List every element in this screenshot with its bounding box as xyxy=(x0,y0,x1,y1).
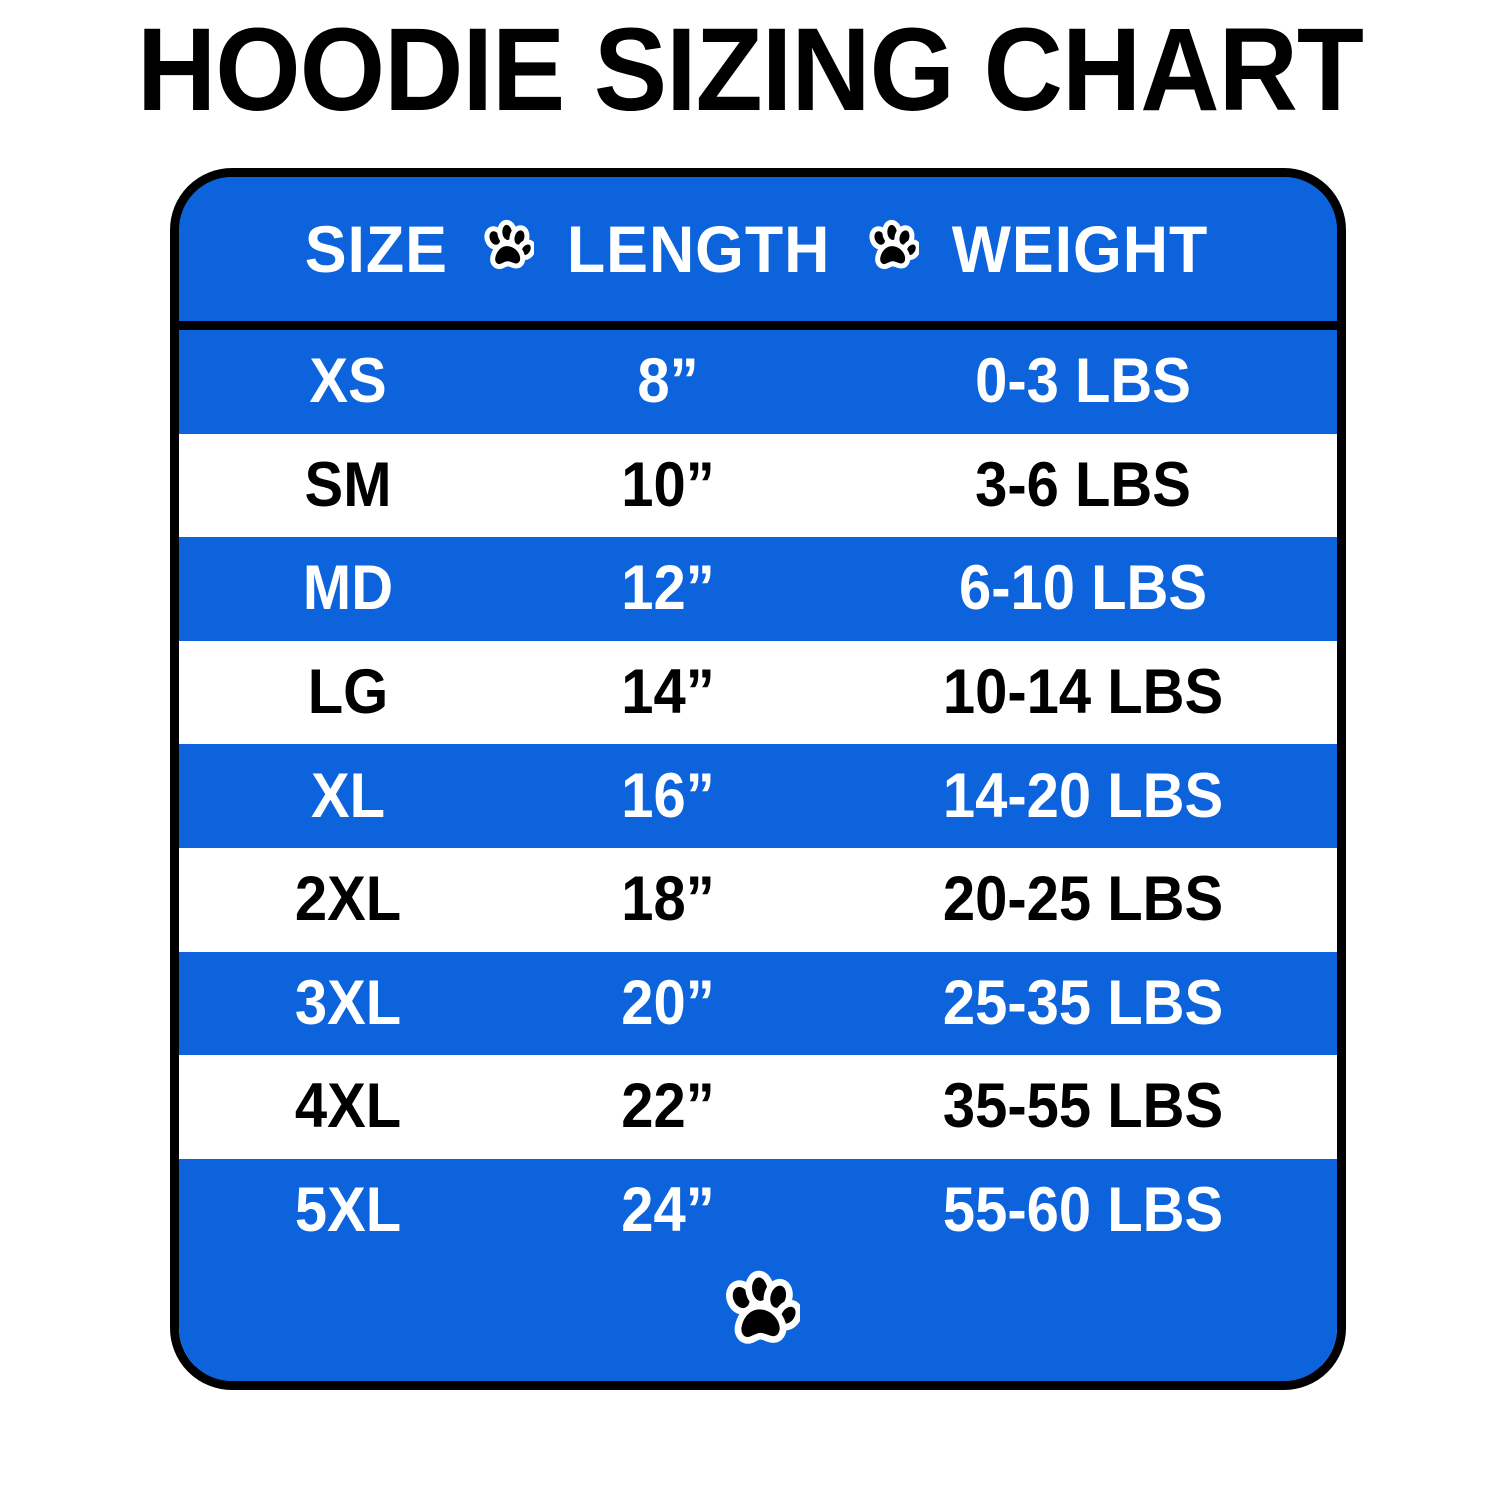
header-divider xyxy=(179,321,1337,330)
table-row: SM 10” 3-6 LBS xyxy=(179,433,1337,538)
cell-weight: 3-6 LBS xyxy=(975,449,1191,520)
cell-size: XS xyxy=(309,346,387,417)
table-row: XL 16” 14-20 LBS xyxy=(179,744,1337,848)
column-header-weight: WEIGHT xyxy=(951,212,1209,286)
table-row: 5XL 24” 55-60 LBS xyxy=(179,1158,1337,1263)
table-row: 3XL 20” 25-35 LBS xyxy=(179,951,1337,1056)
table-row: 2XL 18” 20-25 LBS xyxy=(179,848,1337,952)
cell-length: 16” xyxy=(621,760,715,831)
cell-size: 4XL xyxy=(294,1071,402,1142)
cell-length: 14” xyxy=(621,657,715,728)
cell-size: MD xyxy=(302,553,394,624)
table-row: LG 14” 10-14 LBS xyxy=(179,640,1337,745)
cell-weight: 10-14 LBS xyxy=(942,657,1224,728)
cell-size: 2XL xyxy=(294,864,402,935)
cell-length: 8” xyxy=(637,346,699,417)
cell-weight: 20-25 LBS xyxy=(942,864,1224,935)
cell-length: 18” xyxy=(621,864,715,935)
paw-print-icon xyxy=(478,219,536,280)
cell-size: LG xyxy=(307,657,389,728)
cell-length: 12” xyxy=(621,553,715,624)
cell-length: 10” xyxy=(621,449,715,520)
cell-size: XL xyxy=(310,760,386,831)
cell-size: 5XL xyxy=(294,1175,402,1246)
cell-length: 20” xyxy=(621,967,715,1038)
table-row: 4XL 22” 35-55 LBS xyxy=(179,1055,1337,1159)
column-header-size: SIZE xyxy=(304,212,448,286)
cell-weight: 0-3 LBS xyxy=(975,346,1191,417)
cell-weight: 25-35 LBS xyxy=(942,967,1224,1038)
sizing-chart-card: SIZE LENGTH xyxy=(170,168,1346,1390)
cell-length: 24” xyxy=(621,1175,715,1246)
paw-print-icon xyxy=(716,1269,803,1358)
column-header-length: LENGTH xyxy=(566,212,831,286)
cell-size: SM xyxy=(304,449,392,520)
footer-band xyxy=(179,1246,1337,1381)
table-row: MD 12” 6-10 LBS xyxy=(179,537,1337,641)
table-header-row: SIZE LENGTH xyxy=(179,177,1337,321)
cell-weight: 6-10 LBS xyxy=(958,553,1208,624)
table-body: XS 8” 0-3 LBS SM 10” 3-6 LBS MD 12” 6-10 LBS LG 14… xyxy=(179,330,1337,1366)
cell-size: 3XL xyxy=(294,967,402,1038)
paw-print-icon xyxy=(863,219,921,280)
cell-weight: 35-55 LBS xyxy=(942,1071,1224,1142)
page-title: HOODIE SIZING CHART xyxy=(136,4,1364,136)
cell-length: 22” xyxy=(621,1071,715,1142)
cell-weight: 55-60 LBS xyxy=(942,1175,1224,1246)
cell-weight: 14-20 LBS xyxy=(942,760,1224,831)
table-row: XS 8” 0-3 LBS xyxy=(179,330,1337,434)
